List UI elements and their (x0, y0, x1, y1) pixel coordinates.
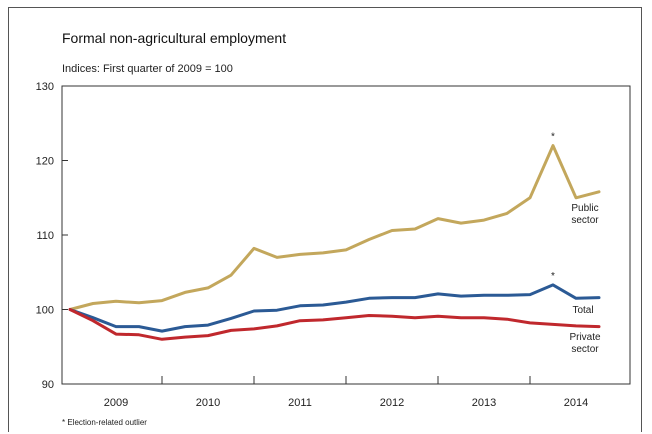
chart-frame (8, 7, 642, 432)
y-tick-label: 110 (36, 230, 54, 242)
series-line (68, 144, 601, 311)
y-tick-label: 100 (36, 305, 54, 317)
x-tick-label: 2009 (104, 397, 128, 409)
x-tick-label: 2014 (564, 397, 588, 409)
series-label: Private sector (569, 332, 601, 355)
chart-subtitle: Indices: First quarter of 2009 = 100 (62, 63, 233, 75)
y-tick-label: 120 (36, 156, 54, 168)
outlier-marker: * (551, 132, 555, 143)
plot-area (61, 85, 631, 385)
y-tick-label: 130 (36, 81, 54, 93)
chart-title: Formal non-agricultural employment (62, 30, 287, 46)
series-label: Public sector (571, 203, 599, 226)
x-tick-label: 2011 (288, 397, 312, 409)
x-tick-label: 2010 (196, 397, 220, 409)
series-label: Total (572, 305, 593, 316)
series-line (68, 308, 601, 341)
x-tick-label: 2012 (380, 397, 404, 409)
series-line (68, 283, 601, 333)
y-tick-label: 90 (42, 379, 54, 391)
x-tick-label: 2013 (472, 397, 496, 409)
chart-footnote: * Election-related outlier (62, 418, 147, 427)
outlier-marker: * (551, 271, 555, 282)
